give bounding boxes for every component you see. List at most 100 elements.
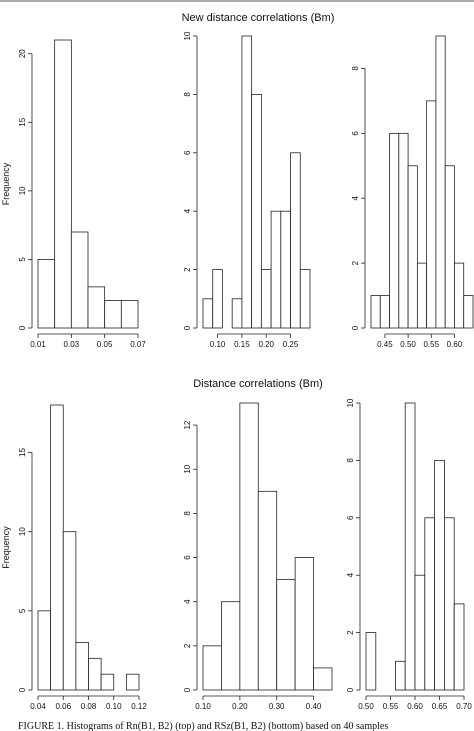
bar [280,210,291,329]
x-tick-label: 0.50 [400,340,416,349]
y-tick-label: 10 [346,398,355,407]
y-tick-label: 15 [18,448,27,457]
x-tick-label: 0.10 [106,702,122,711]
bar [404,402,416,691]
y-tick-label: 8 [183,92,192,97]
x-tick-label: 0.20 [258,340,274,349]
y-tick-label: 4 [346,572,355,577]
bar [75,642,89,691]
x-tick-label: 0.70 [456,702,472,711]
bar [37,259,56,329]
y-tick-label: 10 [18,186,27,195]
bar [443,517,455,691]
bar [88,657,102,691]
bar [434,459,445,691]
y-tick-label: 6 [346,515,355,520]
bar [398,132,409,329]
bar [120,300,139,329]
bar [212,269,223,329]
bar [389,132,400,329]
bar [365,632,377,691]
bar [276,579,296,691]
bar [202,645,222,691]
bar [416,262,428,329]
y-axis-label: Frequency [1,162,11,205]
bar [241,35,253,329]
y-tick-label: 0 [183,687,192,692]
bar [454,262,465,329]
x-tick-label: 0.06 [55,702,71,711]
bar [414,574,426,691]
bar [379,295,390,329]
bar [394,660,406,691]
bar [70,231,89,329]
x-tick-label: 0.20 [232,702,248,711]
bar [257,490,278,691]
bar [100,673,115,691]
bar [299,269,311,329]
y-tick-label: 15 [18,117,27,126]
bar [294,557,314,691]
y-tick-label: 8 [351,66,360,71]
y-tick-label: 0 [18,325,27,330]
bar [290,152,301,329]
row-title: Distance correlations (Bm) [193,378,323,390]
bar [453,603,465,691]
bar [435,35,446,329]
bar [370,295,381,329]
y-tick-label: 10 [183,464,192,473]
x-tick-label: 0.12 [131,702,147,711]
y-tick-label: 6 [183,555,192,560]
y-tick-label: 5 [18,608,27,613]
y-tick-label: 10 [183,31,192,40]
x-tick-label: 0.50 [358,702,374,711]
x-tick-label: 0.04 [30,702,46,711]
bar [444,165,455,329]
x-tick-label: 0.60 [407,702,423,711]
bar [251,94,262,329]
y-tick-label: 2 [183,643,192,648]
bar [426,100,437,329]
x-tick-label: 0.55 [423,340,439,349]
bar [202,298,214,329]
bar [260,269,272,329]
x-tick-label: 0.45 [377,340,393,349]
x-tick-label: 0.10 [210,340,226,349]
y-tick-label: 0 [183,325,192,330]
y-tick-label: 2 [346,630,355,635]
x-tick-label: 0.08 [81,702,97,711]
y-tick-label: 2 [183,267,192,272]
y-tick-label: 5 [18,257,27,262]
y-tick-label: 6 [183,150,192,155]
x-tick-label: 0.07 [130,340,146,349]
x-tick-label: 0.03 [64,340,80,349]
y-tick-label: 20 [18,49,27,58]
bar [104,300,122,329]
x-tick-label: 0.55 [383,702,399,711]
bar [87,286,106,329]
bar [239,402,259,691]
bar [221,601,241,691]
bar [231,298,243,329]
y-tick-label: 0 [346,687,355,692]
y-tick-label: 0 [351,325,360,330]
bar [463,295,474,329]
y-tick-label: 6 [351,131,360,136]
y-tick-label: 12 [183,420,192,429]
bar [62,531,77,691]
y-tick-label: 0 [18,687,27,692]
bar [424,517,435,691]
bar [37,610,52,691]
y-tick-label: 4 [183,599,192,604]
caption: FIGURE 1. Histograms of Rn(B1, B2) (top)… [18,721,388,731]
y-tick-label: 4 [351,195,360,200]
x-tick-label: 0.15 [234,340,250,349]
y-tick-label: 8 [346,458,355,463]
x-tick-label: 0.10 [195,702,211,711]
bar [50,404,64,691]
x-tick-label: 0.25 [283,340,299,349]
x-tick-label: 0.40 [306,702,322,711]
y-tick-label: 4 [183,208,192,213]
row-title: New distance correlations (Bm) [182,12,335,24]
